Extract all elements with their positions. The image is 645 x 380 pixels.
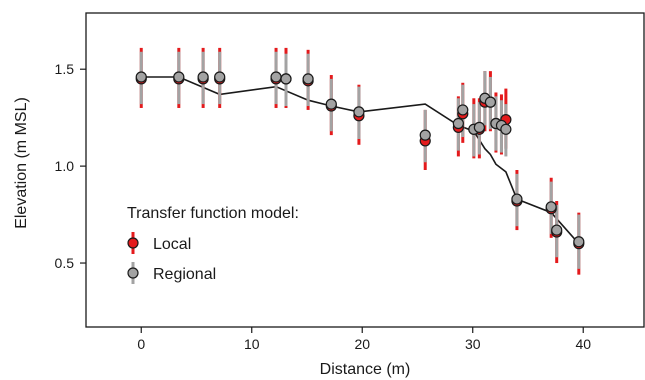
- legend-local-marker: [127, 237, 139, 249]
- y-tick-label: 1.5: [55, 61, 75, 77]
- regional-point: [214, 71, 226, 83]
- regional-point: [511, 193, 523, 205]
- legend-items: Local Regional: [127, 232, 216, 284]
- ticks-layer: 0 10 20 30 40 0.5 1.0 1.5: [55, 61, 592, 352]
- regional-point: [452, 117, 464, 130]
- regional-point: [473, 121, 485, 133]
- x-tick-label: 20: [354, 336, 370, 352]
- plot-frame: [85, 12, 645, 328]
- regional-point: [419, 129, 431, 141]
- regional-point: [353, 106, 365, 118]
- y-tick-label: 0.5: [55, 255, 75, 271]
- regional-point: [573, 236, 585, 248]
- regional-point: [457, 104, 469, 116]
- regional-point: [551, 224, 563, 236]
- legend: Transfer function model: Local Regional: [127, 205, 299, 284]
- regional-point: [135, 71, 147, 83]
- regional-point: [173, 71, 185, 83]
- legend-title: Transfer function model:: [127, 205, 299, 222]
- x-tick-label: 10: [244, 336, 260, 352]
- y-axis-label: Elevation (m MSL): [13, 97, 30, 229]
- y-tick-label: 1.0: [55, 158, 75, 174]
- legend-local-label: Local: [153, 236, 191, 253]
- x-tick-label: 0: [137, 336, 145, 352]
- points-layer: [135, 47, 585, 275]
- regional-point: [197, 71, 209, 83]
- regional-point: [545, 201, 557, 213]
- x-axis-label: Distance (m): [320, 361, 411, 378]
- legend-regional-marker: [127, 267, 139, 279]
- legend-regional-label: Regional: [153, 266, 216, 283]
- regional-point: [270, 71, 282, 83]
- regional-point: [325, 98, 337, 110]
- regional-point: [280, 73, 292, 85]
- x-tick-label: 40: [575, 336, 591, 352]
- regional-point: [302, 73, 314, 85]
- regional-point: [484, 96, 497, 108]
- regional-point: [500, 123, 512, 135]
- x-tick-label: 30: [465, 336, 481, 352]
